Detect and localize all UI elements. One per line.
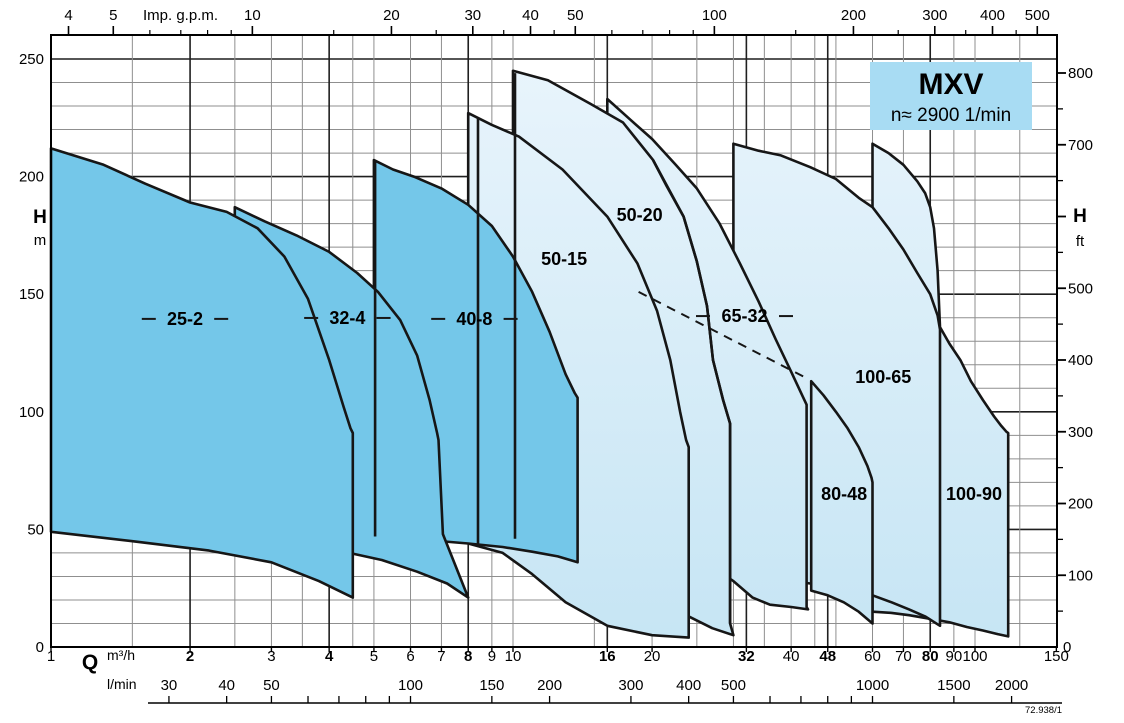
pump-label-32-4: 32-4 (329, 308, 365, 328)
bottom-tick-label-32: 32 (738, 648, 755, 665)
lmin-tick-label-40: 40 (218, 677, 235, 694)
bottom-tick-label-60: 60 (864, 648, 881, 665)
right-tick-label-200: 200 (1068, 496, 1093, 513)
right-axis-unit: ft (1076, 233, 1085, 250)
left-axis-unit: m (34, 232, 47, 249)
pump-envelopes (49, 69, 1010, 639)
pump-label-50-15: 50-15 (541, 249, 587, 269)
bottom-tick-label-10: 10 (505, 648, 522, 665)
lmin-tick-label-1000: 1000 (856, 677, 889, 694)
bottom-tick-label-7: 7 (437, 648, 445, 665)
bottom-tick-label-5: 5 (370, 648, 378, 665)
bottom-tick-label-100: 100 (962, 648, 987, 665)
top-axis-title: Imp. g.p.m. (143, 7, 218, 24)
bottom-tick-label-6: 6 (406, 648, 414, 665)
lmin-tick-label-100: 100 (398, 677, 423, 694)
bottom-tick-label-20: 20 (644, 648, 661, 665)
envelope-overlay-lines (373, 73, 809, 624)
pump-label-65-32: 65-32 (721, 306, 767, 326)
envelope-25-2 (49, 147, 355, 599)
lmin-tick-label-2000: 2000 (995, 677, 1028, 694)
bottom-axis-title: Q (82, 651, 98, 674)
top-tick-label-500: 500 (1025, 7, 1050, 24)
left-tick-label-0: 0 (36, 639, 44, 656)
bottom-tick-label-9: 9 (488, 648, 496, 665)
bottom-axis-unit-lmin: l/min (107, 676, 137, 692)
right-tick-label-100: 100 (1068, 567, 1093, 584)
bottom-tick-label-90: 90 (946, 648, 963, 665)
bottom-tick-label-2: 2 (186, 648, 194, 665)
top-tick-label-4: 4 (64, 7, 72, 24)
right-tick-label-400: 400 (1068, 352, 1093, 369)
pump-label-80-48: 80-48 (821, 484, 867, 504)
bottom-tick-label-3: 3 (267, 648, 275, 665)
top-tick-label-5: 5 (109, 7, 117, 24)
lmin-tick-label-150: 150 (479, 677, 504, 694)
top-tick-label-100: 100 (702, 7, 727, 24)
lmin-tick-label-300: 300 (618, 677, 643, 694)
pump-label-25-2: 25-2 (167, 309, 203, 329)
left-axis-title: H (33, 207, 47, 228)
top-tick-label-400: 400 (980, 7, 1005, 24)
left-tick-label-50: 50 (27, 521, 44, 538)
top-tick-label-20: 20 (383, 7, 400, 24)
pump-label-100-65: 100-65 (855, 367, 911, 387)
pump-label-40-8: 40-8 (456, 309, 492, 329)
left-tick-label-150: 150 (19, 286, 44, 303)
bottom-tick-label-48: 48 (819, 648, 836, 665)
title-speed: n≈ 2900 1/min (891, 105, 1011, 126)
lmin-tick-label-400: 400 (676, 677, 701, 694)
top-tick-label-10: 10 (244, 7, 261, 24)
bottom-tick-label-40: 40 (783, 648, 800, 665)
overlay-steep-50-20 (651, 159, 732, 624)
lmin-tick-label-1500: 1500 (937, 677, 970, 694)
lmin-tick-label-50: 50 (263, 677, 280, 694)
top-tick-label-200: 200 (841, 7, 866, 24)
lmin-tick-label-30: 30 (161, 677, 178, 694)
lmin-tick-label-500: 500 (721, 677, 746, 694)
pump-label-100-90: 100-90 (946, 484, 1002, 504)
left-tick-label-250: 250 (19, 51, 44, 68)
left-tick-label-100: 100 (19, 404, 44, 421)
right-axis-zero: 0 (1063, 639, 1071, 656)
title-box: MXV n≈ 2900 1/min (870, 62, 1032, 130)
bottom-tick-label-16: 16 (599, 648, 616, 665)
top-tick-label-300: 300 (922, 7, 947, 24)
pump-labels: 25-2 32-4 40-8 50-15 50-20 65-32 100-65 80-48 10… (141, 205, 1002, 504)
envelope-80-48 (809, 379, 874, 625)
right-tick-label-300: 300 (1068, 424, 1093, 441)
drawing-number: 72.938/1 (1025, 705, 1062, 716)
pump-label-50-20: 50-20 (617, 205, 663, 225)
bottom-tick-label-80: 80 (922, 648, 939, 665)
left-tick-label-200: 200 (19, 169, 44, 186)
title-model: MXV (918, 68, 983, 101)
lmin-tick-label-200: 200 (537, 677, 562, 694)
axis-ticks: 4 5 10 20 30 40 50 100 200 300 400 5000501001502002… (19, 7, 1093, 704)
top-tick-label-40: 40 (522, 7, 539, 24)
right-tick-label-500: 500 (1068, 280, 1093, 297)
bottom-tick-label-1: 1 (47, 648, 55, 665)
right-tick-label-700: 700 (1068, 137, 1093, 154)
top-tick-label-30: 30 (464, 7, 481, 24)
bottom-tick-label-70: 70 (895, 648, 912, 665)
bottom-tick-label-4: 4 (325, 648, 334, 665)
bottom-tick-label-8: 8 (464, 648, 472, 665)
bottom-axis-unit-m3h: m³/h (107, 647, 135, 663)
top-tick-label-50: 50 (567, 7, 584, 24)
right-axis-title: H (1073, 206, 1087, 227)
bottom-tick-label-150: 150 (1044, 648, 1069, 665)
right-tick-label-800: 800 (1068, 65, 1093, 82)
